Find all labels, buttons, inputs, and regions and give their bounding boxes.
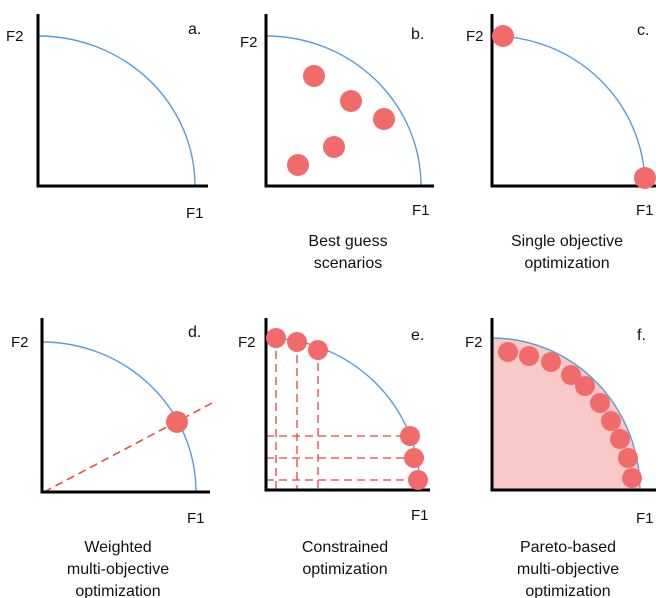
constrained-optimum-point (266, 328, 286, 348)
constrained-optimum-point (287, 332, 307, 352)
panel-letter: f. (637, 327, 646, 344)
caption-line-3: optimization (525, 583, 610, 598)
pareto-optimal-point (610, 429, 630, 449)
axes (264, 14, 434, 188)
optimum-point-f2 (492, 25, 514, 47)
panel-letter: a. (188, 21, 201, 38)
pareto-front-curve (491, 35, 646, 187)
pareto-optimal-point (498, 342, 518, 362)
x-axis-label: F1 (186, 205, 204, 222)
x-axis-label: F1 (187, 510, 205, 527)
y-axis-label: F2 (6, 28, 24, 45)
scenario-point (323, 136, 345, 158)
caption-line-1: Single objective (511, 233, 623, 250)
caption-line-2: optimization (524, 255, 609, 272)
axes (490, 318, 656, 492)
constrained-optimum-point (408, 470, 428, 490)
pareto-optimal-point (601, 411, 621, 431)
pareto-optimal-point (575, 376, 595, 396)
panel-e: F2 F1 e. Constrained optimization (238, 318, 430, 578)
pareto-front-curve (37, 35, 196, 187)
axes (490, 14, 656, 188)
constrained-optimum-point (404, 448, 424, 468)
panel-letter: c. (637, 22, 649, 39)
y-axis-label: F2 (466, 28, 484, 45)
panel-a: F2 F1 a. (6, 14, 208, 222)
panel-f: F2 F1 f. Pareto-based multi-objective op… (465, 318, 656, 598)
axes (264, 318, 430, 492)
caption-line-1: Pareto-based (520, 539, 616, 556)
pareto-front-curve (265, 337, 421, 490)
pareto-optimal-point (519, 346, 539, 366)
panel-c: F2 F1 c. Single objective optimization (466, 14, 656, 272)
panel-letter: b. (411, 26, 424, 43)
y-axis-label: F2 (240, 34, 258, 51)
scenario-point (373, 108, 395, 130)
scenario-point (303, 65, 325, 87)
caption-line-2: multi-objective (67, 561, 169, 578)
y-axis-label: F2 (11, 334, 29, 351)
pareto-optimal-point (561, 365, 581, 385)
panel-b: F2 F1 b. Best guess scenarios (240, 14, 434, 272)
caption-line-2: optimization (302, 561, 387, 578)
x-axis-label: F1 (412, 202, 430, 219)
pareto-front-curve (41, 341, 197, 493)
x-axis-label: F1 (411, 507, 429, 524)
caption-line-1: Best guess (308, 233, 387, 250)
y-axis-label: F2 (238, 334, 256, 351)
feasible-region (492, 338, 640, 490)
pareto-front-curve (265, 35, 422, 187)
constrained-optimum-point (308, 340, 328, 360)
scenario-point (287, 154, 309, 176)
constraint-lines (266, 338, 417, 490)
panel-letter: e. (411, 327, 424, 344)
pareto-optimal-point (622, 468, 642, 488)
caption-line-2: scenarios (314, 255, 382, 272)
caption-line-1: Weighted (84, 539, 151, 556)
caption-line-2: multi-objective (517, 561, 619, 578)
axes (36, 14, 208, 188)
axes (40, 318, 210, 494)
pareto-optimal-point (618, 448, 638, 468)
optimum-point-f1 (634, 167, 656, 189)
scenario-point (340, 90, 362, 112)
y-axis-label: F2 (465, 334, 483, 351)
weighted-optimum-point (166, 411, 188, 433)
caption-line-3: optimization (75, 583, 160, 598)
caption-line-1: Constrained (302, 539, 388, 556)
pareto-optimal-point (541, 352, 561, 372)
panel-d: F2 F1 d. Weighted multi-objective optimi… (11, 318, 215, 598)
constrained-optimum-point (400, 426, 420, 446)
pareto-optimal-point (590, 393, 610, 413)
x-axis-label: F1 (636, 202, 654, 219)
panel-letter: d. (188, 324, 201, 341)
x-axis-label: F1 (636, 510, 654, 527)
